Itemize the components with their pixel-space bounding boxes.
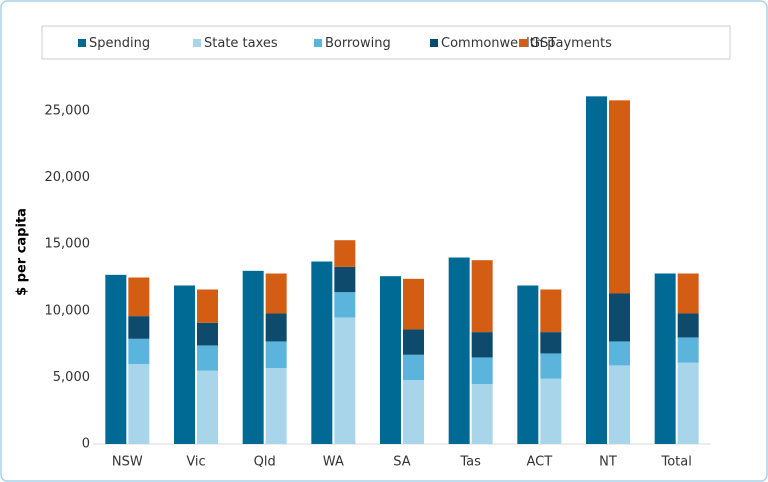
bar-segment bbox=[128, 316, 150, 339]
y-tick-label: 0 bbox=[82, 437, 90, 452]
bar-segment bbox=[609, 293, 630, 342]
bar bbox=[242, 270, 264, 444]
bar-segment bbox=[540, 353, 562, 379]
legend-swatch bbox=[519, 39, 527, 47]
bar bbox=[105, 274, 127, 444]
bar-segment bbox=[128, 277, 150, 317]
bar-segment bbox=[128, 338, 150, 365]
bar-segment bbox=[334, 317, 356, 444]
x-tick-label: ACT bbox=[526, 455, 552, 470]
bar bbox=[586, 96, 607, 445]
bar bbox=[311, 261, 333, 444]
bar-segment bbox=[197, 370, 218, 444]
bar-segment bbox=[403, 380, 424, 444]
x-tick-label: NT bbox=[599, 455, 617, 470]
bar-segment bbox=[403, 354, 424, 381]
bar-segment bbox=[265, 341, 287, 369]
bar-segment bbox=[334, 240, 356, 267]
y-tick-label: 10,000 bbox=[45, 303, 91, 318]
bar-segment bbox=[403, 278, 424, 330]
bar bbox=[380, 276, 401, 444]
legend-label: GST bbox=[530, 36, 556, 51]
x-tick-label: Tas bbox=[459, 455, 481, 470]
bar-segment bbox=[677, 273, 699, 314]
bar-segment bbox=[334, 266, 356, 293]
bar-segment bbox=[609, 100, 630, 294]
bar bbox=[448, 257, 470, 444]
bar-segment bbox=[197, 322, 218, 346]
bar-segment bbox=[540, 289, 562, 333]
y-tick-label: 20,000 bbox=[45, 170, 91, 185]
bar-segment bbox=[677, 337, 699, 363]
bar-segment bbox=[471, 332, 493, 358]
legend-label: State taxes bbox=[204, 36, 278, 51]
x-tick-label: Qld bbox=[254, 455, 276, 470]
y-axis-label: $ per capita bbox=[15, 208, 30, 296]
bar bbox=[174, 285, 195, 444]
x-tick-label: Total bbox=[660, 455, 691, 470]
y-tick-label: 15,000 bbox=[45, 237, 91, 252]
x-tick-label: Vic bbox=[186, 455, 205, 470]
bar bbox=[517, 285, 539, 444]
bar-segment bbox=[265, 273, 287, 314]
legend-box bbox=[41, 25, 731, 60]
x-tick-label: WA bbox=[323, 455, 344, 470]
bar-segment bbox=[128, 364, 150, 444]
bar-segment bbox=[540, 378, 562, 444]
bar-segment bbox=[609, 341, 630, 366]
y-tick-label: 5,000 bbox=[53, 370, 90, 385]
bar bbox=[654, 273, 676, 444]
x-tick-label: NSW bbox=[112, 455, 143, 470]
legend-label: Borrowing bbox=[325, 36, 391, 51]
bar-segment bbox=[471, 384, 493, 444]
legend-swatch bbox=[430, 39, 438, 47]
legend-swatch bbox=[314, 39, 322, 47]
y-tick-label: 25,000 bbox=[45, 104, 91, 119]
legend-label: Spending bbox=[89, 36, 150, 51]
bar-segment bbox=[403, 329, 424, 355]
bar-segment bbox=[265, 368, 287, 444]
bar-segment bbox=[609, 365, 630, 444]
bar-segment bbox=[471, 260, 493, 333]
bar-segment bbox=[265, 313, 287, 342]
x-tick-label: SA bbox=[393, 455, 410, 470]
bar-segment bbox=[677, 362, 699, 444]
bar-segment bbox=[197, 345, 218, 371]
bar-segment bbox=[334, 292, 356, 318]
legend-swatch bbox=[193, 39, 201, 47]
legend-swatch bbox=[78, 39, 86, 47]
bar-segment bbox=[471, 357, 493, 385]
bar-segment bbox=[540, 332, 562, 354]
bar-segment bbox=[677, 313, 699, 338]
bar-segment bbox=[197, 289, 218, 323]
